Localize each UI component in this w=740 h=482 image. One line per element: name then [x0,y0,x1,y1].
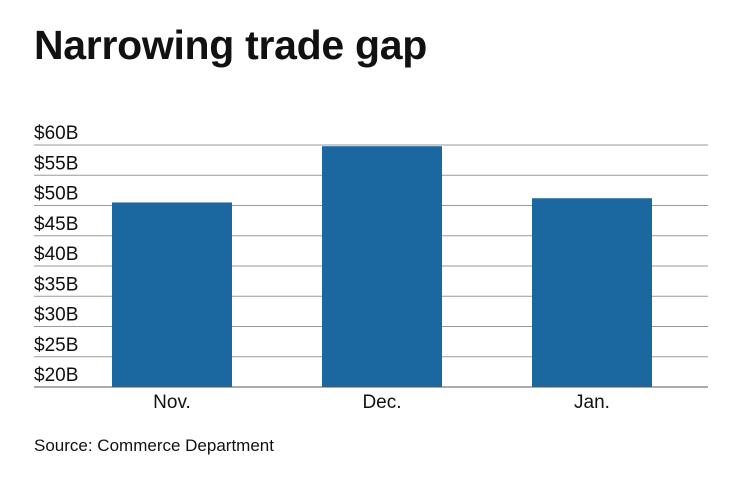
bar-dec [322,146,442,387]
bar-jan [532,198,652,387]
y-axis-ticks: $60B $55B $50B $45B $40B $35B $30B $25B $20B [34,123,78,386]
x-tick-label: Jan. [574,392,610,413]
x-axis-ticks: Nov. Dec. Jan. [34,386,708,413]
y-tick-label: $50B [34,184,78,205]
chart-title: Narrowing trade gap [34,22,427,68]
y-tick-label: $55B [34,153,78,174]
x-tick-label: Nov. [153,392,191,413]
y-tick-label: $20B [34,365,78,386]
y-tick-label: $35B [34,274,78,295]
y-tick-label: $30B [34,305,78,326]
bar-nov [112,202,232,387]
x-tick-label: Dec. [362,392,401,413]
source-note: Source: Commerce Department [34,436,274,455]
y-tick-label: $25B [34,335,78,356]
y-tick-label: $45B [34,214,78,235]
y-tick-label: $60B [34,123,78,144]
bars [112,146,652,387]
y-tick-label: $40B [34,244,78,265]
